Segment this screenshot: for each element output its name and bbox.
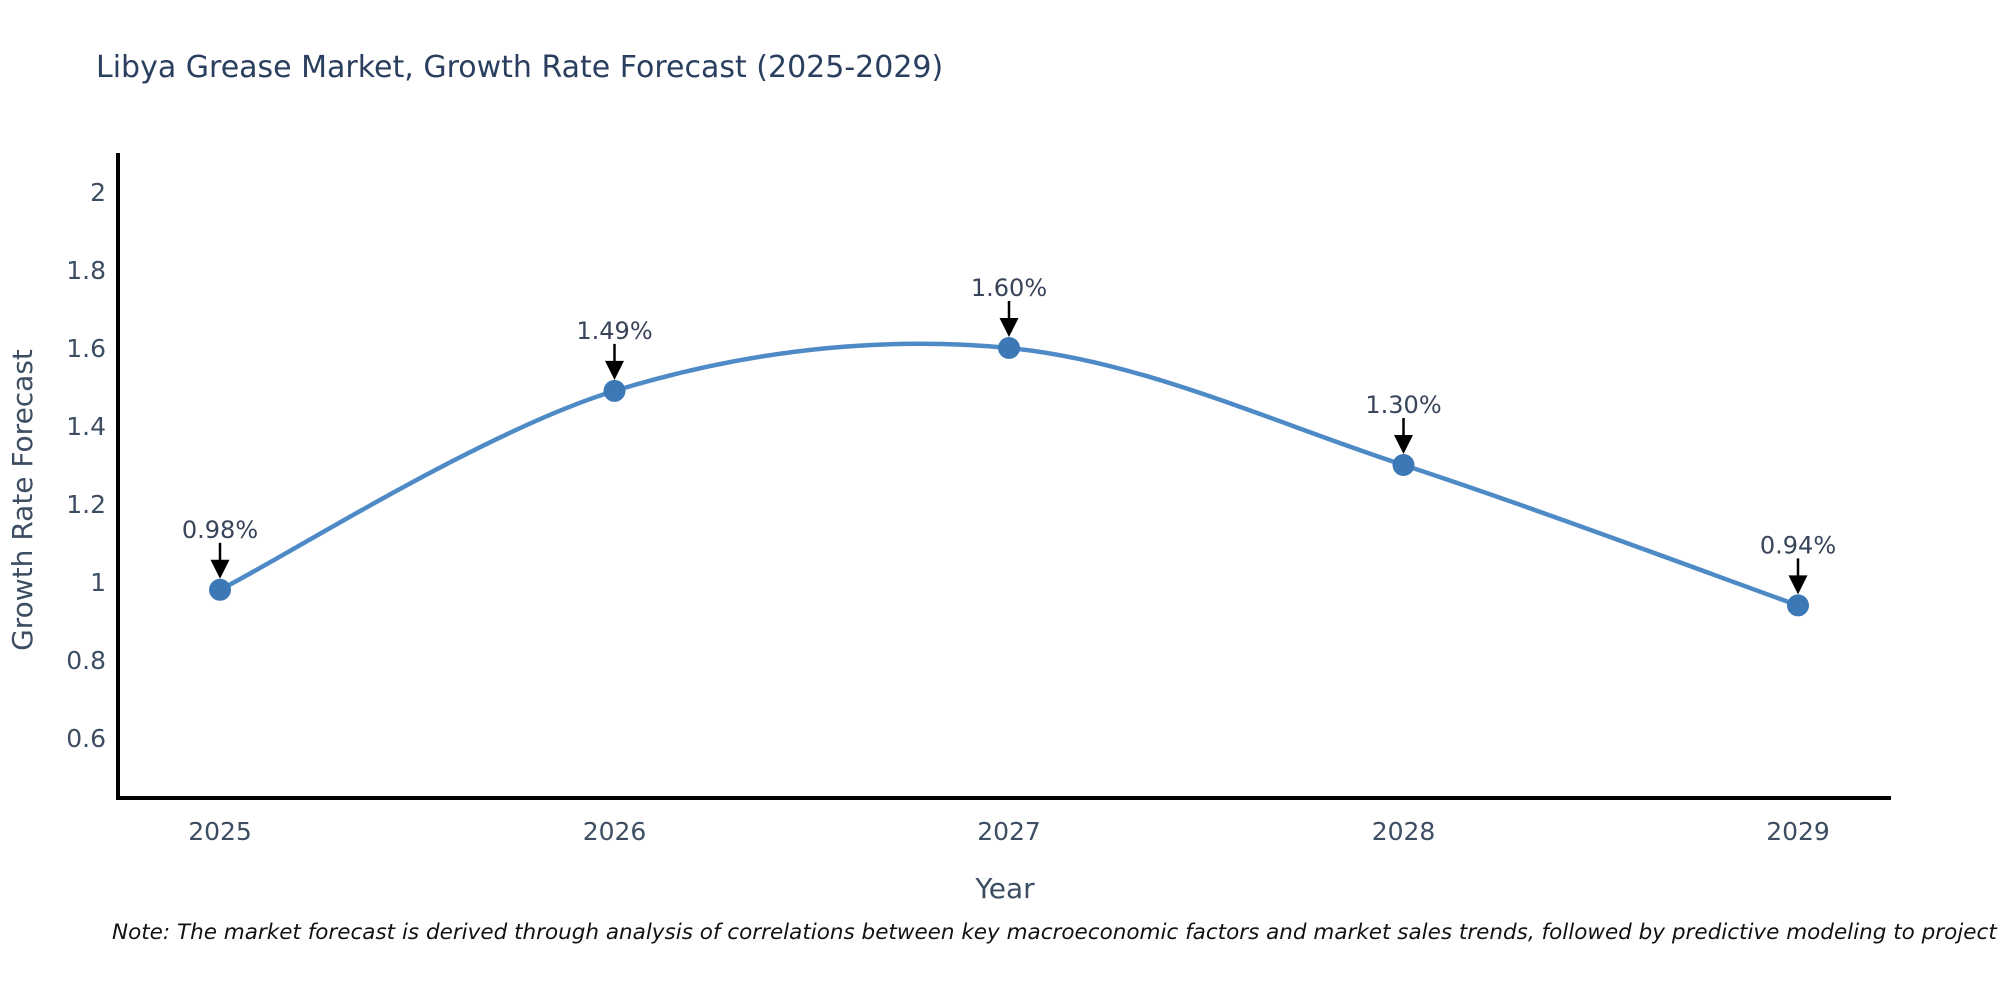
y-tick-label: 0.8 — [66, 646, 106, 675]
y-tick-label: 1 — [90, 568, 106, 597]
y-tick-label: 2 — [90, 178, 106, 207]
data-point-label: 0.98% — [182, 516, 258, 544]
chart-title: Libya Grease Market, Growth Rate Forecas… — [96, 50, 944, 85]
trend-line — [218, 341, 1799, 608]
data-point-marker — [998, 337, 1020, 359]
data-point-label: 1.60% — [971, 274, 1047, 302]
x-tick-label: 2025 — [188, 817, 252, 846]
annotation-arrow-head — [210, 559, 230, 579]
data-point-marker — [209, 578, 231, 601]
plot-group: 2 1.8 1.6 1.4 1.2 1 0.8 0.6 2025 2026 2027 2028 2029… — [66, 153, 1891, 846]
x-axis-title: Year — [974, 872, 1035, 905]
y-axis-title: Growth Rate Forecast — [6, 349, 39, 651]
y-tick-label: 1.2 — [66, 490, 106, 519]
annotation-arrow-head — [1788, 575, 1808, 595]
data-point-marker — [603, 379, 626, 402]
note-text: Note: The market forecast is derived thr… — [112, 920, 2000, 945]
y-tick-label: 1.4 — [66, 412, 106, 441]
data-point-marker — [1787, 594, 1809, 617]
data-point-label: 1.49% — [576, 317, 652, 345]
x-tick-label: 2027 — [977, 817, 1041, 846]
data-point-label: 0.94% — [1760, 531, 1836, 559]
annotation-arrow-head — [1394, 435, 1413, 454]
x-tick-label: 2028 — [1372, 817, 1436, 846]
annotation-arrow-head — [605, 360, 624, 380]
y-tick-label: 1.6 — [66, 334, 106, 363]
data-point-label: 1.30% — [1365, 391, 1441, 419]
data-point-marker — [1392, 454, 1415, 476]
x-tick-label: 2029 — [1766, 817, 1830, 846]
y-tick-label: 1.8 — [66, 256, 106, 285]
annotation-arrow-head — [999, 318, 1019, 337]
x-tick-label: 2026 — [583, 817, 647, 846]
y-tick-label: 0.6 — [66, 724, 106, 753]
